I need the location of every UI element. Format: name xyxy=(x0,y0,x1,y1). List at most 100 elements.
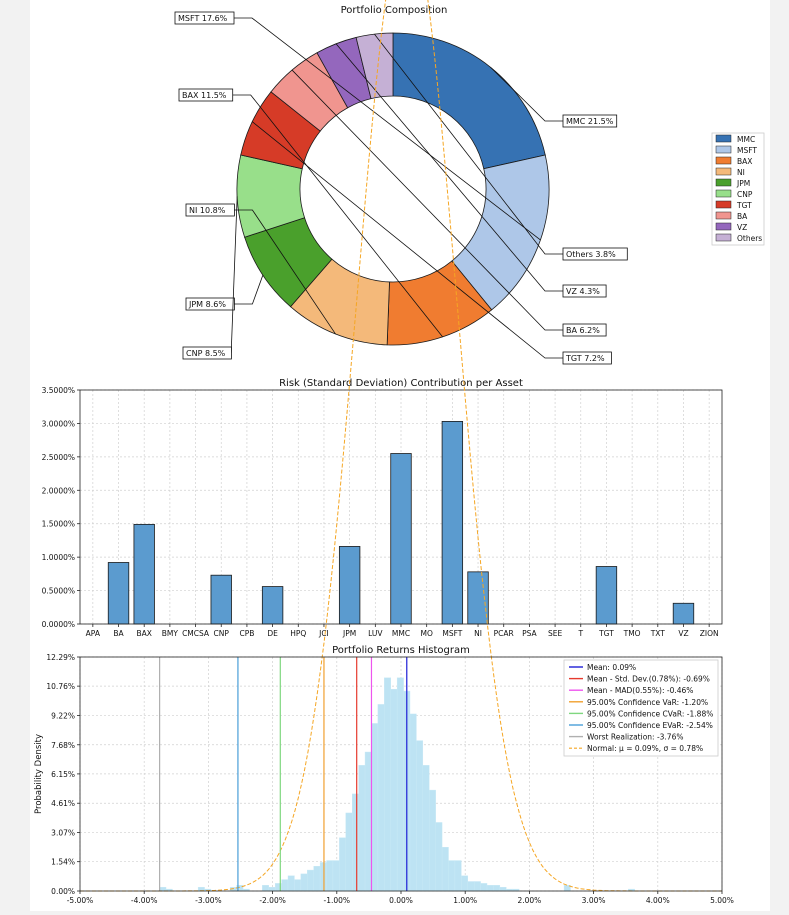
bar-xtick-label-ba: BA xyxy=(113,629,124,638)
hist-ytick-label: 1.54% xyxy=(51,858,75,867)
bar-bax xyxy=(133,523,155,625)
hist-legend-label: 95.00% Confidence VaR: -1.20% xyxy=(587,698,708,707)
hist-bin xyxy=(390,688,398,892)
bar-chart: Risk (Standard Deviation) Contribution p… xyxy=(42,378,723,638)
pie-annotation-others: Others 3.8% xyxy=(566,250,616,259)
legend-label-mmc: MMC xyxy=(737,135,755,144)
pie-annotation-line-bax xyxy=(232,94,443,338)
bar-ytick-label: 1.0000% xyxy=(42,553,75,562)
hist-bin xyxy=(435,822,443,892)
hist-bin xyxy=(448,860,456,892)
hist-bin xyxy=(377,704,385,892)
legend-label-cnp: CNP xyxy=(737,190,753,199)
hist-bin xyxy=(364,751,372,892)
hist-xtick-label: -4.00% xyxy=(131,896,158,905)
bar-ba xyxy=(107,562,130,625)
bar-series xyxy=(107,421,695,625)
hist-bin xyxy=(461,875,468,892)
bar-plot-frame xyxy=(79,389,723,625)
bar-ytick-label: 2.0000% xyxy=(42,486,75,495)
pie-annotation-ni: NI 10.8% xyxy=(189,206,226,215)
legend-swatch-mmc xyxy=(715,134,732,143)
hist-bin xyxy=(499,886,507,892)
legend-label-others: Others xyxy=(737,234,762,243)
pie-annotation-box-bax xyxy=(178,88,234,102)
legend-swatch-bax xyxy=(715,156,732,165)
pie-annotation-box-msft xyxy=(174,11,235,25)
hist-bin xyxy=(429,789,436,892)
hist-ytick-label: 4.61% xyxy=(51,799,75,808)
pie-annotation-box-ba xyxy=(562,323,607,337)
bar-xtick-label-bmy: BMY xyxy=(162,629,179,638)
hist-ytick-label: 12.29% xyxy=(46,653,75,662)
legend-swatch-others xyxy=(715,233,732,242)
hist-xtick-label: -2.00% xyxy=(259,896,286,905)
legend-swatch-jpm xyxy=(715,178,732,187)
hist-ytick-label: 10.76% xyxy=(46,682,75,691)
pie-annotation-tgt: TGT 7.2% xyxy=(565,354,605,363)
hist-xtick-label: -3.00% xyxy=(195,896,222,905)
hist-bin xyxy=(384,677,391,892)
hist-bin xyxy=(493,885,501,892)
hist-plot-frame xyxy=(79,656,723,892)
bar-xtick-label-luv: LUV xyxy=(368,629,383,638)
bar-jpm xyxy=(338,546,361,625)
pie-legend: MMC MSFT BAX NI JPM CNP TGT BA VZ Others xyxy=(711,132,765,246)
pie-annotation-line-vz xyxy=(335,43,563,292)
bar-xtick-label-psa: PSA xyxy=(522,629,537,638)
hist-xtick-label: 4.00% xyxy=(646,896,670,905)
bar-xtick-label-zion: ZION xyxy=(700,629,719,638)
bar-cnp xyxy=(210,574,232,625)
pie-annotation-line-ni xyxy=(234,209,336,335)
pie-annotation-jpm: JPM 8.6% xyxy=(188,300,226,309)
bar-ni xyxy=(467,571,489,625)
bar-xtick-label-hpq: HPQ xyxy=(290,629,306,638)
hist-ytick-label: 9.22% xyxy=(51,711,75,720)
pie-annotation-vz: VZ 4.3% xyxy=(566,287,600,296)
pie-annotation-box-jpm xyxy=(185,297,235,311)
legend-swatch-ni xyxy=(715,167,732,176)
legend-swatch-tgt xyxy=(715,200,732,209)
pie-annotation-box-mmc xyxy=(562,114,618,128)
pie-annotation-line-jpm xyxy=(234,274,264,305)
hist-legend-label: 95.00% Confidence EVaR: -2.54% xyxy=(587,721,713,730)
legend-swatch-msft xyxy=(715,145,732,154)
pie-annotation-line-others xyxy=(374,33,563,255)
hist-bin xyxy=(409,713,417,892)
pie-annotation-cnp: CNP 8.5% xyxy=(186,349,226,358)
hist-bin xyxy=(332,860,340,892)
bar-xtick-label-txt: TXT xyxy=(650,629,666,638)
bar-ytick-label: 1.5000% xyxy=(42,520,75,529)
hist-bin xyxy=(371,723,379,892)
hist-bin xyxy=(300,873,308,892)
pie-annotation-box-others xyxy=(562,247,628,261)
pie-annotation-line-ba xyxy=(291,69,563,331)
hist-bin xyxy=(441,847,449,892)
hist-bin xyxy=(339,837,346,892)
hist-legend: Mean: 0.09% Mean - Std. Dev.(0.78%): -0.6… xyxy=(563,659,719,757)
pie-annotation-msft: MSFT 17.6% xyxy=(178,14,228,23)
histogram-chart: Portfolio Returns Histogram Probability … xyxy=(34,0,734,905)
pie-chart: Portfolio Composition MSFT 17.6% MMC 21.5… xyxy=(174,5,765,365)
pie-slice-mmc xyxy=(392,32,546,170)
hist-xtick-label: 3.00% xyxy=(582,896,606,905)
bar-vz xyxy=(672,602,695,625)
bar-xtick-label-tmo: TMO xyxy=(623,629,641,638)
hist-bin xyxy=(313,866,321,892)
hist-bin xyxy=(358,765,366,892)
legend-label-bax: BAX xyxy=(737,157,752,166)
bar-xtick-label-pcar: PCAR xyxy=(494,629,514,638)
bar-xtick-label-msft: MSFT xyxy=(442,629,462,638)
bar-xtick-label-cmcsa: CMCSA xyxy=(182,629,210,638)
bar-xtick-label-de: DE xyxy=(267,629,278,638)
hist-bin xyxy=(345,812,353,892)
hist-bin xyxy=(467,881,475,892)
pie-slice-others xyxy=(355,32,394,100)
pie-annotation-line-tgt xyxy=(252,121,563,359)
hist-bin xyxy=(159,886,167,892)
hist-bin xyxy=(422,765,430,892)
bar-ytick-label: 0.5000% xyxy=(42,587,75,596)
hist-xtick-label: 0.00% xyxy=(389,896,413,905)
pie-title: Portfolio Composition xyxy=(341,5,448,16)
